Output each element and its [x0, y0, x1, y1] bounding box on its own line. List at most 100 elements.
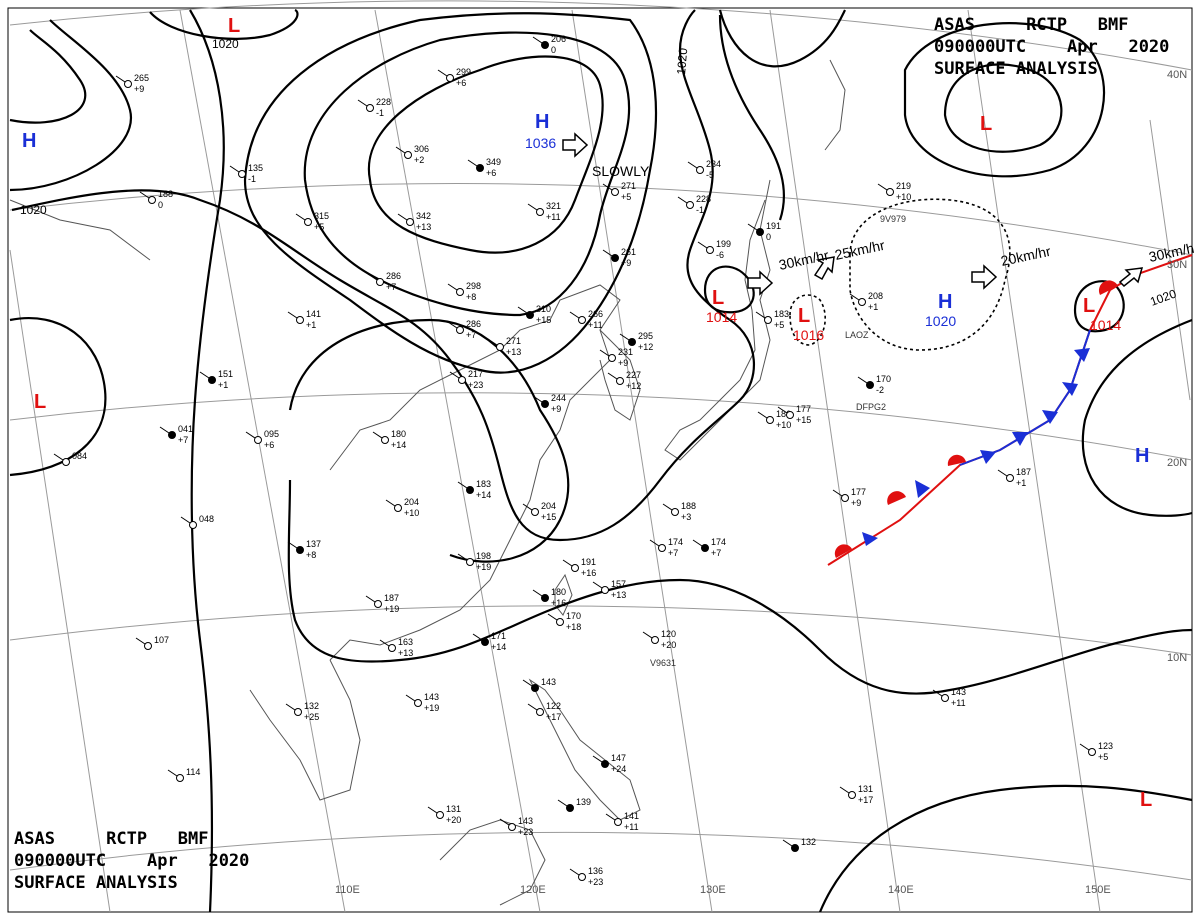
station-circle [886, 188, 894, 196]
station-tendency: +7 [178, 435, 188, 445]
isobar-label: 1020 [674, 47, 690, 75]
header-line-2: 090000UTC Apr 2020 [14, 851, 250, 871]
station-tendency: +15 [536, 315, 551, 325]
isobar-ne-3 [903, 22, 1105, 178]
isobar-india-low [9, 317, 107, 477]
station-circle [766, 416, 774, 424]
high-value: 1020 [925, 313, 956, 329]
station-pressure: 188 [158, 189, 173, 199]
header-line-3: SURFACE ANALYSIS [934, 59, 1098, 79]
coast-kamchatka [824, 59, 846, 151]
station-tendency: -1 [376, 108, 384, 118]
station-tendency: +3 [681, 512, 691, 522]
cold-front-symbol [1012, 432, 1028, 446]
meridian-150e [967, 9, 1101, 913]
station-circle [764, 316, 772, 324]
station-tendency: +19 [476, 562, 491, 572]
station-circle [476, 164, 484, 172]
station-pressure: 199 [716, 239, 731, 249]
station-tendency: +14 [391, 440, 406, 450]
warm-front-symbol [887, 491, 906, 505]
low-symbol: L [712, 287, 724, 309]
station-circle [436, 811, 444, 819]
station-pressure: 228 [376, 97, 391, 107]
station-pressure: 143 [541, 677, 556, 687]
station-plot: 321+11 [527, 201, 561, 222]
station-plot: 143+23 [499, 816, 533, 837]
low-symbol: L [228, 15, 240, 37]
station-pressure: 204 [541, 501, 556, 511]
station-plot: 171+14 [472, 631, 506, 652]
station-plot: 180+16 [532, 587, 566, 608]
station-plot: 095+6 [245, 429, 279, 450]
header-line-1: ASAS RCTP BMF [934, 15, 1129, 35]
isobar-ne-1 [718, 14, 785, 221]
station-tendency: +13 [416, 222, 431, 232]
station-tendency: +19 [424, 703, 439, 713]
station-tendency: +8 [306, 550, 316, 560]
station-circle [296, 546, 304, 554]
station-circle [394, 504, 402, 512]
station-pressure: 315 [314, 211, 329, 221]
station-pressure: 186 [776, 409, 791, 419]
cold-front-symbol [980, 450, 996, 464]
station-pressure: 131 [446, 804, 461, 814]
station-pressure: 234 [706, 159, 721, 169]
isobar-small-low-dotted [789, 294, 826, 346]
isobar-outer-south [287, 479, 1193, 695]
dotted-isobars [789, 198, 1011, 351]
station-circle [508, 823, 516, 831]
station-pressure: 122 [546, 701, 561, 711]
station-tendency: +9 [851, 498, 861, 508]
station-circle [1006, 474, 1014, 482]
station-plot: 143 [522, 677, 556, 692]
station-circle [446, 74, 454, 82]
station-tendency: +5 [621, 192, 631, 202]
isobar-label: 1020 [212, 37, 239, 51]
ship-ids: 9V979 LAOZ DFPG2 V9631 [650, 214, 906, 668]
station-circle [706, 246, 714, 254]
station-plot: 122+17 [527, 701, 561, 722]
cold-front-symbol [915, 480, 930, 498]
station-tendency: +17 [546, 712, 561, 722]
station-tendency: +7 [386, 282, 396, 292]
station-pressure: 120 [661, 629, 676, 639]
station-plot: 299+6 [437, 67, 471, 88]
station-pressure: 187 [1016, 467, 1031, 477]
station-plot: 157+13 [592, 579, 626, 600]
station-tendency: +11 [546, 212, 561, 222]
station-pressure: 107 [154, 635, 169, 645]
station-pressure: 139 [576, 797, 591, 807]
station-circle [238, 170, 246, 178]
station-circle [841, 494, 849, 502]
station-plot: 217+23 [449, 369, 483, 390]
station-plot: 170+18 [547, 611, 581, 632]
station-plot: 180+14 [372, 429, 406, 450]
station-tendency: +19 [384, 604, 399, 614]
station-circle [406, 218, 414, 226]
station-circle [566, 804, 574, 812]
station-plot: 342+13 [397, 211, 431, 232]
station-tendency: +16 [551, 598, 566, 608]
station-circle [62, 458, 70, 466]
station-pressure: 219 [896, 181, 911, 191]
station-pressure: 137 [306, 539, 321, 549]
station-pressure: 135 [248, 163, 263, 173]
station-plot: 048 [180, 514, 214, 529]
station-pressure: 228 [696, 194, 711, 204]
station-pressure: 170 [566, 611, 581, 621]
station-plot: 228-1 [677, 194, 711, 215]
station-plot: 041+7 [159, 424, 193, 445]
header-line-2: 090000UTC Apr 2020 [934, 37, 1170, 57]
low-symbol: L [34, 391, 46, 413]
station-circle [866, 381, 874, 389]
motion-arrow-icon [562, 132, 589, 158]
station-plot: 191+16 [562, 557, 596, 578]
station-pressure: 143 [951, 687, 966, 697]
longitude-label: 140E [888, 884, 914, 896]
station-circle [571, 564, 579, 572]
station-tendency: -1 [248, 174, 256, 184]
station-plot: 298+8 [447, 281, 481, 302]
station-tendency: +9 [621, 258, 631, 268]
